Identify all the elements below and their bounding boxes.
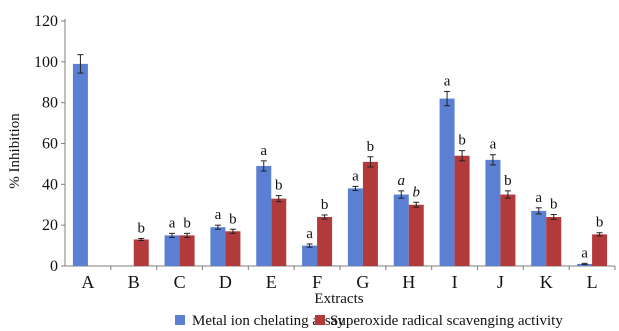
bar-superoxide-c: [179, 235, 195, 266]
y-tick-label: 100: [34, 54, 58, 71]
bar-superoxide-g: [362, 161, 378, 266]
significance-label: b: [596, 215, 604, 231]
significance-label: a: [169, 215, 176, 231]
bar-metal-ion-f: [302, 245, 318, 266]
x-tick-label: J: [497, 272, 504, 292]
legend: Metal ion chelating assay Superoxide rad…: [175, 313, 563, 329]
y-axis-title: % Inhibition: [7, 113, 23, 189]
bar-superoxide-f: [317, 217, 333, 266]
bar-metal-ion-d: [210, 227, 226, 266]
x-tick-label: G: [356, 272, 369, 292]
bar-superoxide-b: [133, 239, 149, 266]
significance-label: b: [367, 139, 375, 155]
significance-label: a: [215, 207, 222, 223]
significance-label: a: [444, 73, 451, 89]
significance-label: b: [138, 220, 146, 236]
x-tick-label: D: [219, 272, 232, 292]
y-tick-label: 80: [42, 95, 58, 112]
bar-metal-ion-h: [393, 194, 409, 266]
x-tick-label: H: [402, 272, 415, 292]
bar-superoxide-j: [500, 194, 516, 266]
x-tick-label: C: [174, 272, 186, 292]
x-tick-label: I: [452, 272, 458, 292]
bar-superoxide-d: [225, 231, 241, 266]
x-tick-label: A: [81, 272, 94, 292]
bar-metal-ion-k: [531, 210, 547, 266]
bar-superoxide-l: [592, 234, 608, 266]
y-tick-label: 0: [50, 258, 58, 275]
legend-label-metal-ion: Metal ion chelating assay: [192, 313, 345, 329]
significance-label: a: [535, 190, 542, 206]
x-tick-label: F: [312, 272, 322, 292]
bar-superoxide-i: [454, 155, 470, 266]
legend-swatch-superoxide: [315, 315, 325, 325]
significance-label: b: [458, 133, 466, 149]
x-axis-title: Extracts: [314, 291, 363, 307]
significance-label: b: [275, 178, 283, 194]
bar-metal-ion-c: [164, 235, 180, 266]
x-tick-label: L: [587, 272, 598, 292]
significance-label: a: [581, 245, 588, 261]
bar-metal-ion-i: [439, 98, 455, 266]
axes-layer: 0 20 40 60 80 100 120 A B C D E F G H I J K L: [34, 13, 616, 292]
y-tick-label: 60: [42, 136, 58, 153]
legend-label-superoxide: Superoxide radical scavenging activity: [330, 313, 563, 329]
legend-swatch-metal-ion: [175, 315, 185, 325]
bar-superoxide-h: [408, 204, 424, 266]
bar-metal-ion-g: [347, 188, 363, 266]
bar-superoxide-k: [546, 217, 562, 266]
significance-label: a: [398, 173, 406, 189]
y-tick-label: 20: [42, 217, 58, 234]
significance-label: a: [306, 226, 313, 242]
significance-label: b: [183, 215, 191, 231]
significance-label: b: [550, 197, 558, 213]
significance-label: b: [229, 211, 237, 227]
bar-metal-ion-a: [72, 63, 88, 266]
significance-label: a: [260, 143, 267, 159]
x-tick-label: E: [266, 272, 277, 292]
y-tick-label: 120: [34, 13, 58, 30]
x-tick-label: K: [540, 272, 553, 292]
significance-label: a: [490, 137, 497, 153]
significance-label: b: [504, 173, 512, 189]
bar-superoxide-e: [271, 198, 287, 266]
significance-label: b: [321, 197, 329, 213]
x-tick-label: B: [128, 272, 140, 292]
significance-label: a: [352, 168, 359, 184]
bars-layer: [72, 54, 608, 266]
bar-metal-ion-j: [485, 159, 501, 266]
significance-label: b: [413, 184, 421, 200]
y-tick-label: 40: [42, 176, 58, 193]
bar-metal-ion-e: [256, 165, 272, 266]
